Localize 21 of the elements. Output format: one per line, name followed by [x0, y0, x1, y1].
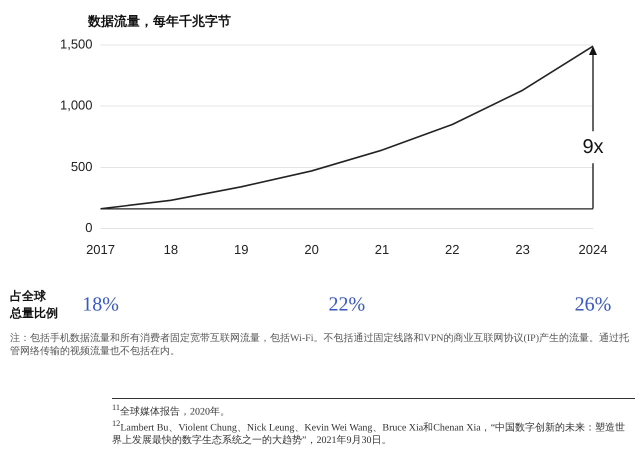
- x-tick-label: 2024: [578, 242, 608, 257]
- y-tick-label: 500: [70, 158, 93, 174]
- x-tick-label: 23: [515, 242, 530, 257]
- x-tick-label: 18: [164, 242, 178, 257]
- y-tick-label: 1,500: [60, 36, 93, 52]
- y-tick-label: 1,000: [60, 98, 93, 113]
- text: 22%: [328, 293, 366, 316]
- x-tick-label: 21: [374, 242, 390, 257]
- text: 占全球总量比例: [9, 289, 58, 320]
- annotation: 9x: [582, 136, 604, 158]
- x-tick-label: 22: [445, 242, 460, 257]
- y-tick-label: 0: [85, 220, 93, 235]
- text: 18%: [82, 293, 119, 316]
- text: 26%: [574, 293, 612, 316]
- chart-title: 数据流量，每年千兆字节: [87, 13, 231, 28]
- text: $^{11}$全球媒体报告，2020年。: [112, 402, 232, 418]
- text: $^{12}$Lambert Bu、Violent Chung、Nick Leung、Kevin Wei Wang、Bruce Xia和Chenan Xia，“中国数字创新的未来：塑造世界上发展最快的数字生态系统之一的大趋势”，2021年9月30日。: [112, 418, 626, 447]
- x-tick-label: 2017: [86, 242, 115, 257]
- x-tick-label: 19: [234, 242, 248, 257]
- x-tick-label: 20: [304, 242, 319, 257]
- text: 注：包括手机数据流量和所有消费者固定宽带互联网流量，包括Wi-Fi。不包括通过固定线路和VPN的商业互联网协议(IP)产生的流量。通过托管网络传输的视频流量也不包括在内。: [10, 332, 630, 358]
